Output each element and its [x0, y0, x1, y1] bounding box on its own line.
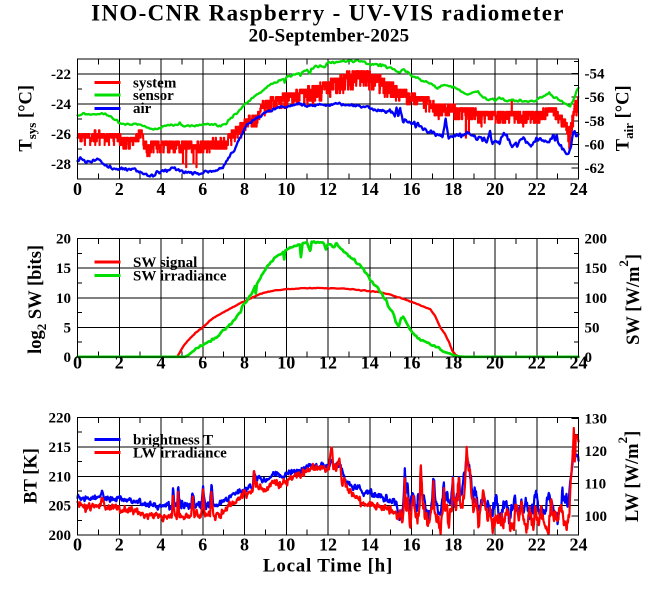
svg-text:-62: -62: [585, 161, 605, 177]
svg-text:50: 50: [585, 320, 600, 336]
svg-text:-22: -22: [51, 67, 71, 83]
svg-text:4: 4: [157, 535, 166, 555]
svg-text:2: 2: [115, 179, 124, 199]
svg-text:6: 6: [198, 179, 207, 199]
svg-text:150: 150: [585, 261, 608, 277]
svg-text:20: 20: [56, 232, 71, 248]
svg-text:-26: -26: [51, 127, 71, 143]
svg-text:2: 2: [115, 535, 124, 555]
svg-text:Tair [°C]: Tair [°C]: [614, 85, 636, 151]
svg-text:18: 18: [444, 352, 462, 372]
svg-text:20: 20: [486, 352, 504, 372]
svg-text:16: 16: [403, 535, 421, 555]
svg-text:8: 8: [240, 352, 249, 372]
svg-text:INO-CNR Raspberry - UV-VIS rad: INO-CNR Raspberry - UV-VIS radiometer: [91, 1, 565, 26]
svg-text:SW irradiance: SW irradiance: [133, 269, 227, 285]
svg-text:20: 20: [486, 179, 504, 199]
svg-text:16: 16: [403, 179, 421, 199]
svg-text:-60: -60: [585, 138, 605, 154]
svg-text:Tsys [°C]: Tsys [°C]: [17, 85, 39, 152]
svg-text:120: 120: [585, 444, 608, 460]
svg-text:4: 4: [157, 179, 166, 199]
svg-text:130: 130: [585, 411, 608, 427]
svg-text:log2 SW [bits]: log2 SW [bits]: [26, 245, 49, 354]
svg-text:24: 24: [570, 352, 588, 372]
svg-text:8: 8: [240, 179, 249, 199]
svg-text:220: 220: [49, 411, 72, 427]
svg-text:LW irradiance: LW irradiance: [133, 446, 227, 462]
svg-text:100: 100: [585, 291, 608, 307]
svg-text:12: 12: [319, 535, 337, 555]
svg-text:22: 22: [528, 179, 546, 199]
svg-text:4: 4: [157, 352, 166, 372]
svg-text:Local Time [h]: Local Time [h]: [263, 556, 393, 577]
svg-text:10: 10: [56, 291, 71, 307]
svg-text:BT [K]: BT [K]: [22, 448, 42, 504]
svg-text:100: 100: [585, 509, 608, 525]
svg-text:24: 24: [570, 179, 588, 199]
svg-text:210: 210: [49, 469, 72, 485]
svg-text:-54: -54: [585, 67, 605, 83]
svg-text:205: 205: [49, 499, 72, 515]
svg-text:0: 0: [73, 179, 82, 199]
svg-text:0: 0: [73, 352, 82, 372]
svg-text:sensor: sensor: [133, 88, 174, 104]
svg-text:system: system: [133, 76, 177, 92]
svg-text:6: 6: [198, 535, 207, 555]
svg-text:0: 0: [64, 350, 72, 366]
svg-text:10: 10: [277, 535, 295, 555]
svg-text:18: 18: [444, 535, 462, 555]
svg-text:24: 24: [570, 535, 588, 555]
svg-text:SW signal: SW signal: [133, 255, 197, 271]
svg-text:-56: -56: [585, 90, 605, 106]
svg-text:200: 200: [585, 232, 608, 248]
svg-text:10: 10: [277, 352, 295, 372]
svg-text:air: air: [133, 101, 152, 117]
svg-text:2: 2: [115, 352, 124, 372]
svg-text:20-September-2025: 20-September-2025: [249, 26, 410, 47]
svg-text:110: 110: [585, 477, 607, 493]
svg-text:-24: -24: [51, 97, 71, 113]
svg-text:-58: -58: [585, 114, 605, 130]
svg-text:5: 5: [64, 320, 72, 336]
svg-text:215: 215: [49, 440, 72, 456]
svg-text:14: 14: [361, 535, 379, 555]
svg-text:0: 0: [585, 350, 593, 366]
svg-text:8: 8: [240, 535, 249, 555]
svg-text:18: 18: [444, 179, 462, 199]
svg-text:16: 16: [403, 352, 421, 372]
svg-text:20: 20: [486, 535, 504, 555]
svg-text:14: 14: [361, 179, 379, 199]
svg-text:12: 12: [319, 179, 337, 199]
svg-text:0: 0: [73, 535, 82, 555]
svg-text:-28: -28: [51, 157, 71, 173]
svg-text:10: 10: [277, 179, 295, 199]
svg-text:12: 12: [319, 352, 337, 372]
svg-text:brightness T: brightness T: [133, 433, 213, 449]
svg-text:22: 22: [528, 352, 546, 372]
svg-text:200: 200: [49, 528, 72, 544]
svg-text:14: 14: [361, 352, 379, 372]
svg-text:6: 6: [198, 352, 207, 372]
svg-text:15: 15: [56, 261, 71, 277]
svg-text:22: 22: [528, 535, 546, 555]
